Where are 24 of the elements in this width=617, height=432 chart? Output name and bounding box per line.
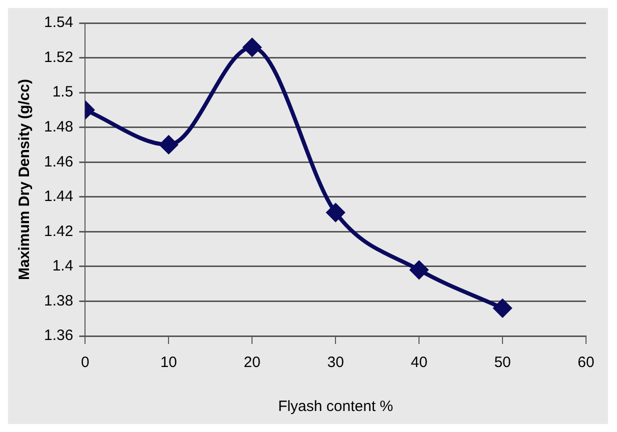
y-tick-label: 1.4: [52, 258, 74, 275]
x-tick-label: 50: [494, 354, 511, 372]
y-tick-label: 1.5: [52, 84, 74, 101]
x-tick-label: 10: [160, 354, 178, 372]
y-tick-label: 1.44: [44, 188, 74, 206]
x-tick-label: 20: [244, 354, 260, 372]
x-tick-label: 30: [327, 354, 344, 372]
point: [326, 204, 345, 222]
y-tick-label: 1.48: [44, 118, 74, 136]
point: [243, 38, 262, 56]
y-tick-label: 1.54: [44, 14, 74, 32]
x-tick-label: 0: [81, 354, 90, 372]
y-tick-label: 1.46: [44, 153, 74, 170]
x-tick-label: 40: [410, 354, 428, 372]
y-tick-label: 1.42: [44, 222, 74, 240]
y-tick-label: 1.52: [44, 48, 74, 66]
point: [410, 260, 428, 279]
x-axis-title: Flyash content %: [278, 398, 394, 416]
x-tick-label: 60: [578, 354, 594, 372]
point: [494, 299, 512, 318]
point: [160, 136, 178, 154]
y-tick-label: 1.36: [44, 327, 74, 344]
y-tick-label: 1.38: [44, 292, 74, 310]
y-axis-title: Maximum Dry Density (g/cc): [16, 79, 34, 280]
